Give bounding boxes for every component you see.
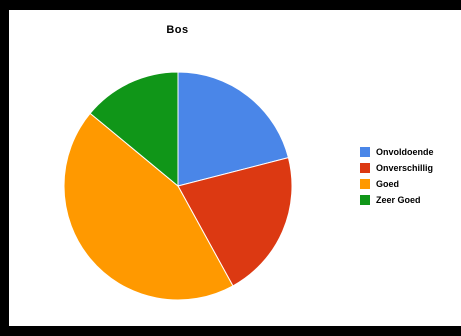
legend-swatch	[360, 147, 370, 157]
legend-swatch	[360, 163, 370, 173]
pie-chart	[63, 71, 293, 301]
legend-label: Onverschillig	[376, 163, 434, 173]
legend-item-onvoldoende: Onvoldoende	[360, 146, 434, 158]
chart-frame: Bos Onvoldoende Onverschillig Goed Zeer Goe…	[9, 10, 461, 326]
legend-item-goed: Goed	[360, 178, 434, 190]
legend-label: Zeer Goed	[376, 195, 421, 205]
pie-slice-zeer-goed	[89, 71, 179, 188]
pie-slice-onvoldoende	[177, 71, 290, 187]
pie-slice-goed	[63, 112, 234, 301]
chart-legend: Onvoldoende Onverschillig Goed Zeer Goed	[360, 146, 434, 210]
legend-label: Onvoldoende	[376, 147, 434, 157]
pie-slice-onverschillig	[177, 157, 293, 287]
legend-item-zeer-goed: Zeer Goed	[360, 194, 434, 206]
legend-label: Goed	[376, 179, 400, 189]
legend-swatch	[360, 195, 370, 205]
legend-swatch	[360, 179, 370, 189]
legend-item-onverschillig: Onverschillig	[360, 162, 434, 174]
chart-title: Bos	[166, 24, 189, 36]
